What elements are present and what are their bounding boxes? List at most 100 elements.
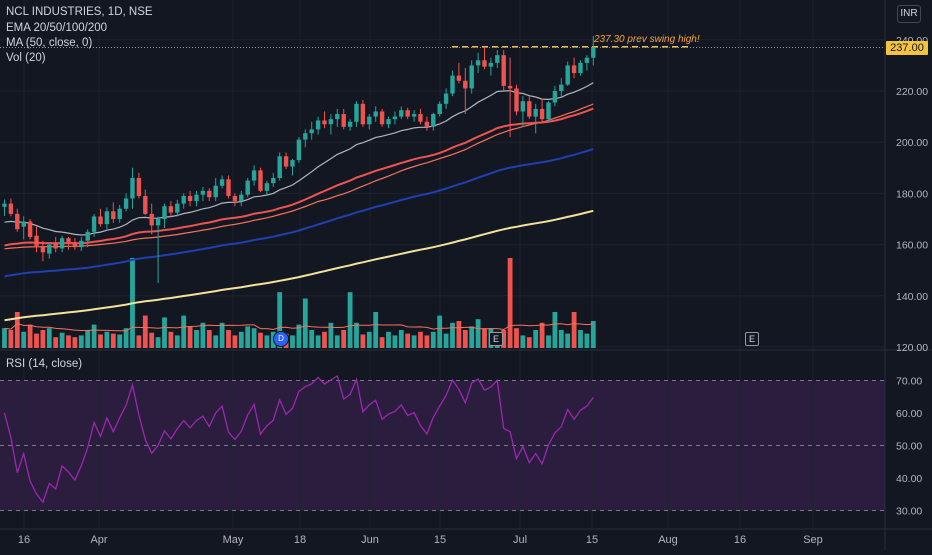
candle-body <box>335 114 340 120</box>
symbol-title[interactable]: NCL INDUSTRIES, 1D, NSE <box>6 6 153 18</box>
volume-bar <box>277 292 283 348</box>
candle <box>578 60 583 76</box>
candle <box>354 101 359 127</box>
candle-body <box>111 211 116 219</box>
volume-bar <box>142 315 148 348</box>
ma-legend[interactable]: MA (50, close, 0) <box>6 37 93 49</box>
candle <box>21 216 26 240</box>
volume-bar <box>347 292 353 348</box>
ema-50-line <box>4 107 594 247</box>
candle <box>251 165 257 186</box>
volume-bar <box>206 330 212 348</box>
candle <box>117 204 122 223</box>
candle-body <box>591 47 596 58</box>
candle-body <box>79 240 84 248</box>
volume-bar <box>2 328 7 348</box>
volume-bar <box>418 331 423 348</box>
volume-bar <box>194 330 199 348</box>
candle-body <box>168 206 174 213</box>
candle-body <box>431 114 436 127</box>
time-tick-label: 15 <box>586 534 598 546</box>
candle-body <box>181 195 186 204</box>
volume-bar <box>456 321 462 348</box>
volume-bar <box>149 332 155 348</box>
volume-bar <box>66 335 71 348</box>
candle <box>72 238 78 250</box>
candle <box>437 101 442 117</box>
candle <box>91 213 97 237</box>
volume-bar <box>78 335 84 348</box>
candle-body <box>213 185 218 198</box>
volume-bar <box>373 312 379 348</box>
candle <box>450 70 455 97</box>
volume-bar <box>40 330 46 348</box>
earnings-marker-upcoming[interactable]: E <box>745 332 759 346</box>
volume-bar <box>53 337 59 348</box>
candle-body <box>130 178 135 199</box>
candle <box>507 57 513 138</box>
candle <box>463 67 468 115</box>
volume-bar <box>424 335 430 348</box>
volume-legend[interactable]: Vol (20) <box>6 52 46 64</box>
ema-legend[interactable]: EMA 20/50/100/200 <box>6 22 108 34</box>
candle-body <box>290 160 295 167</box>
candle-body <box>411 114 417 117</box>
rsi-tick-label: 30.00 <box>896 506 922 518</box>
candle-body <box>155 219 161 226</box>
candle-body <box>232 195 238 202</box>
candle <box>341 108 346 130</box>
candle <box>155 216 161 283</box>
dividend-marker[interactable]: D <box>273 331 289 347</box>
candle <box>207 188 212 202</box>
volume-bar <box>360 334 366 348</box>
candle <box>66 236 71 250</box>
volume-bar <box>232 335 238 348</box>
candle <box>527 96 532 120</box>
volume-bar <box>571 312 577 348</box>
currency-button[interactable]: INR <box>897 5 921 23</box>
candle <box>175 199 180 217</box>
candle <box>239 190 244 207</box>
last-price-label: 237.00 <box>886 41 928 55</box>
candle <box>584 55 590 71</box>
candle <box>533 103 538 134</box>
volume-bar <box>539 322 545 348</box>
volume-bar <box>21 331 27 348</box>
candle <box>213 178 218 202</box>
volume-bar <box>72 337 78 348</box>
candle <box>226 175 231 199</box>
candle <box>315 116 321 135</box>
earnings-marker-past[interactable]: E <box>489 332 503 346</box>
volume-bar <box>322 331 327 348</box>
rsi-legend[interactable]: RSI (14, close) <box>6 358 83 370</box>
candle <box>386 116 391 129</box>
volume-bar <box>85 330 91 348</box>
candle <box>456 62 462 84</box>
volume-bar <box>501 330 507 348</box>
candle-body <box>584 57 590 63</box>
candle-body <box>207 190 212 198</box>
time-tick-label: 16 <box>18 534 30 546</box>
rsi-tick-label: 70.00 <box>896 376 922 388</box>
volume-bar <box>91 324 97 348</box>
volume-bar <box>123 328 129 348</box>
swing-high-annotation[interactable]: 237.30 prev swing high! <box>594 34 700 45</box>
candle-body <box>47 244 52 254</box>
candle <box>200 187 206 202</box>
candle-body <box>8 203 14 214</box>
candle <box>431 112 436 131</box>
volume-bar <box>341 330 347 348</box>
candle-body <box>386 119 391 125</box>
candle-body <box>309 129 314 134</box>
time-tick-label: May <box>223 534 244 546</box>
candle <box>392 111 398 125</box>
candle <box>322 111 327 129</box>
volume-bar <box>213 335 219 348</box>
candle <box>482 46 487 70</box>
candle-body <box>264 183 270 191</box>
candle-body <box>520 101 526 112</box>
candle <box>181 193 186 209</box>
candle-body <box>2 203 7 207</box>
